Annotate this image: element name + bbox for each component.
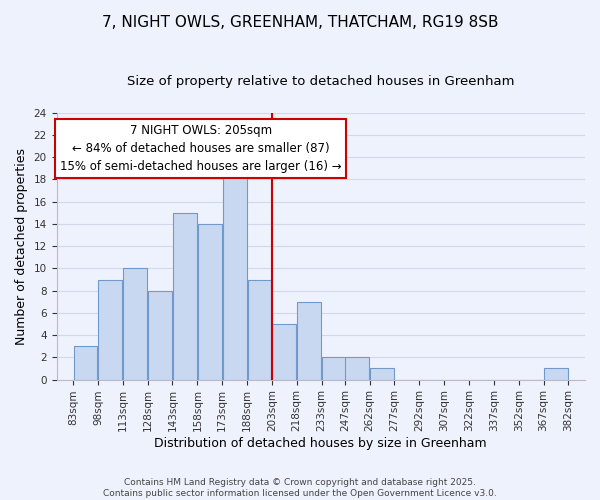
Bar xyxy=(74,346,97,380)
Text: 7, NIGHT OWLS, GREENHAM, THATCHAM, RG19 8SB: 7, NIGHT OWLS, GREENHAM, THATCHAM, RG19 … xyxy=(102,15,498,30)
Bar xyxy=(98,280,122,380)
Bar xyxy=(123,268,147,380)
Bar xyxy=(297,302,321,380)
Text: Contains HM Land Registry data © Crown copyright and database right 2025.
Contai: Contains HM Land Registry data © Crown c… xyxy=(103,478,497,498)
X-axis label: Distribution of detached houses by size in Greenham: Distribution of detached houses by size … xyxy=(154,437,487,450)
Bar xyxy=(370,368,394,380)
Bar xyxy=(173,213,197,380)
Bar xyxy=(322,358,346,380)
Bar xyxy=(223,168,247,380)
Text: 7 NIGHT OWLS: 205sqm
← 84% of detached houses are smaller (87)
15% of semi-detac: 7 NIGHT OWLS: 205sqm ← 84% of detached h… xyxy=(60,124,341,173)
Y-axis label: Number of detached properties: Number of detached properties xyxy=(15,148,28,344)
Bar xyxy=(544,368,568,380)
Bar xyxy=(198,224,221,380)
Title: Size of property relative to detached houses in Greenham: Size of property relative to detached ho… xyxy=(127,75,515,88)
Bar xyxy=(272,324,296,380)
Bar xyxy=(148,290,172,380)
Bar xyxy=(248,280,271,380)
Bar xyxy=(345,358,369,380)
